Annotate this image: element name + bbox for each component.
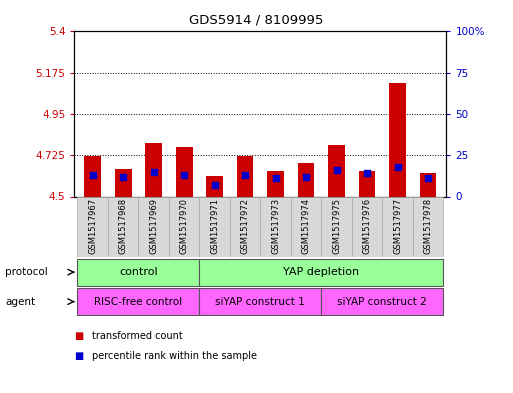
Point: [393, 163, 402, 170]
Text: GSM1517970: GSM1517970: [180, 198, 189, 254]
Point: [89, 172, 97, 178]
Point: [180, 172, 188, 178]
Text: agent: agent: [5, 297, 35, 307]
FancyBboxPatch shape: [321, 288, 443, 315]
Bar: [84, 156, 101, 196]
FancyBboxPatch shape: [77, 259, 200, 286]
FancyBboxPatch shape: [200, 259, 443, 286]
Point: [150, 169, 158, 175]
Text: YAP depletion: YAP depletion: [283, 267, 360, 277]
FancyBboxPatch shape: [77, 288, 200, 315]
Text: GSM1517973: GSM1517973: [271, 198, 280, 254]
Point: [332, 167, 341, 173]
Point: [271, 175, 280, 182]
Bar: [176, 147, 192, 196]
Text: ■: ■: [74, 351, 84, 361]
Text: GSM1517976: GSM1517976: [363, 198, 371, 254]
Polygon shape: [382, 196, 413, 257]
Polygon shape: [77, 196, 108, 257]
Polygon shape: [200, 196, 230, 257]
Text: GSM1517967: GSM1517967: [88, 198, 97, 254]
Bar: [267, 171, 284, 196]
Bar: [145, 143, 162, 196]
Point: [119, 174, 127, 180]
Text: RISC-free control: RISC-free control: [94, 297, 183, 307]
Polygon shape: [321, 196, 352, 257]
Bar: [115, 169, 131, 196]
Polygon shape: [261, 196, 291, 257]
Text: GDS5914 / 8109995: GDS5914 / 8109995: [189, 14, 324, 27]
Bar: [328, 145, 345, 196]
Polygon shape: [169, 196, 200, 257]
Text: ■: ■: [74, 331, 84, 341]
Text: siYAP construct 2: siYAP construct 2: [338, 297, 427, 307]
Bar: [420, 173, 437, 196]
Polygon shape: [352, 196, 382, 257]
Text: protocol: protocol: [5, 267, 48, 277]
Text: transformed count: transformed count: [92, 331, 183, 341]
Polygon shape: [291, 196, 321, 257]
Bar: [359, 171, 376, 196]
Point: [424, 175, 432, 182]
Bar: [206, 176, 223, 196]
Text: GSM1517978: GSM1517978: [424, 198, 432, 254]
Bar: [389, 83, 406, 196]
Text: GSM1517968: GSM1517968: [119, 198, 128, 254]
Text: control: control: [119, 267, 157, 277]
Point: [302, 174, 310, 180]
Bar: [298, 163, 314, 196]
Polygon shape: [108, 196, 139, 257]
Text: siYAP construct 1: siYAP construct 1: [215, 297, 305, 307]
Text: GSM1517971: GSM1517971: [210, 198, 219, 254]
Polygon shape: [139, 196, 169, 257]
FancyBboxPatch shape: [200, 288, 321, 315]
Polygon shape: [413, 196, 443, 257]
Text: GSM1517977: GSM1517977: [393, 198, 402, 254]
Text: GSM1517972: GSM1517972: [241, 198, 250, 254]
Text: GSM1517975: GSM1517975: [332, 198, 341, 254]
Point: [210, 182, 219, 188]
Text: percentile rank within the sample: percentile rank within the sample: [92, 351, 258, 361]
Text: GSM1517974: GSM1517974: [302, 198, 310, 254]
Polygon shape: [230, 196, 261, 257]
Point: [363, 170, 371, 176]
Text: GSM1517969: GSM1517969: [149, 198, 158, 254]
Bar: [236, 156, 253, 196]
Point: [241, 172, 249, 178]
